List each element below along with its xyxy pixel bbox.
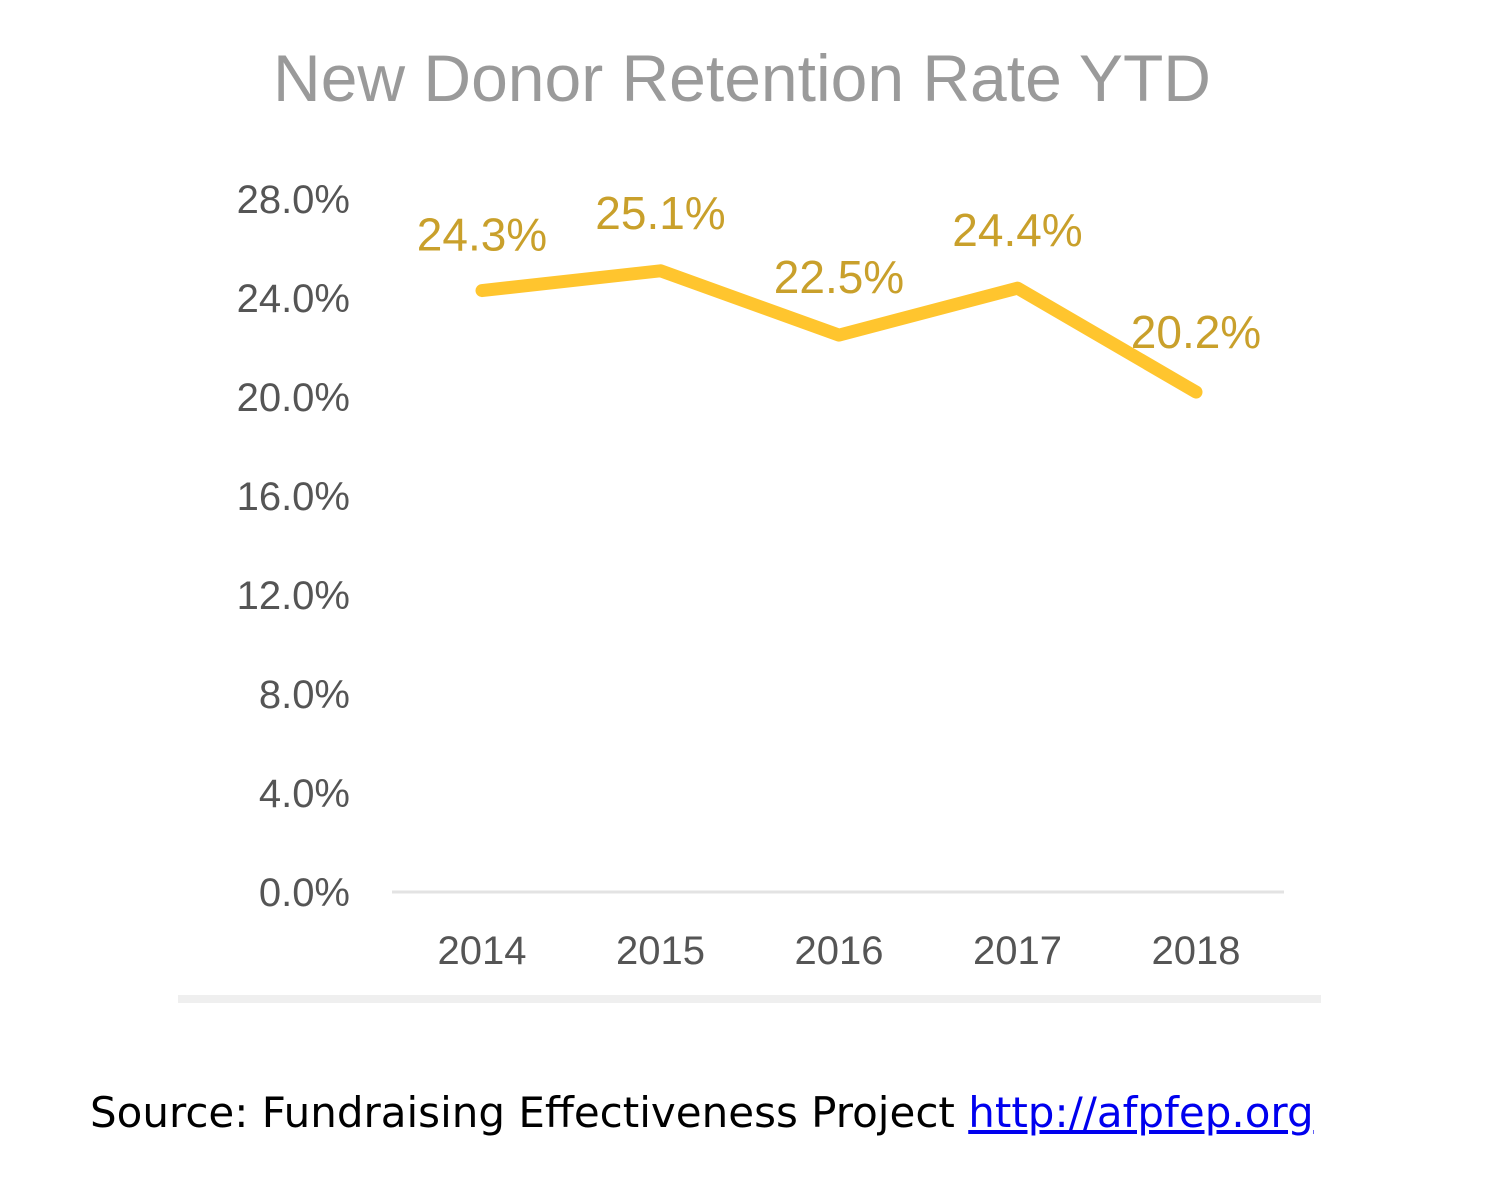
chart-bottom-border: [178, 995, 1321, 1003]
y-tick-label: 20.0%: [237, 376, 350, 420]
data-label: 24.3%: [417, 209, 547, 261]
data-label: 24.4%: [952, 204, 1082, 256]
y-tick-label: 28.0%: [237, 178, 350, 222]
y-tick-label: 4.0%: [259, 772, 350, 816]
source-caption: Source: Fundraising Effectiveness Projec…: [90, 1088, 1314, 1137]
y-tick-label: 12.0%: [237, 574, 350, 618]
y-axis: 0.0% 4.0% 8.0% 12.0% 16.0% 20.0% 24.0% 28.0%: [237, 178, 350, 915]
source-text: Source: Fundraising Effectiveness Projec…: [90, 1088, 969, 1137]
data-label: 20.2%: [1131, 306, 1261, 358]
y-tick-label: 8.0%: [259, 673, 350, 717]
data-label: 22.5%: [774, 251, 904, 303]
series-line-group: [475, 264, 1203, 399]
x-tick-label: 2017: [973, 929, 1062, 973]
x-tick-label: 2015: [616, 929, 705, 973]
x-tick-label: 2014: [438, 929, 527, 973]
x-tick-label: 2018: [1152, 929, 1241, 973]
chart-title: New Donor Retention Rate YTD: [273, 41, 1211, 115]
series-line: [475, 264, 1203, 399]
y-tick-label: 24.0%: [237, 277, 350, 321]
y-tick-label: 0.0%: [259, 871, 350, 915]
x-axis: 2014 2015 2016 2017 2018: [438, 929, 1241, 973]
data-label: 25.1%: [595, 187, 725, 239]
source-link[interactable]: http://afpfep.org: [968, 1088, 1314, 1137]
y-tick-label: 16.0%: [237, 475, 350, 519]
x-tick-label: 2016: [795, 929, 884, 973]
data-labels: 24.3% 25.1% 22.5% 24.4% 20.2%: [417, 187, 1261, 358]
